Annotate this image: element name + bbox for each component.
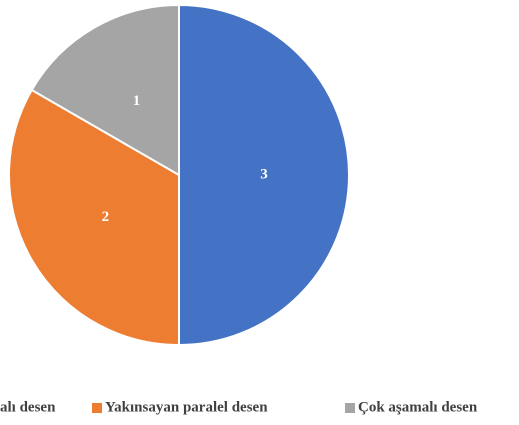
pie-slice <box>8 88 180 347</box>
pie-slice <box>30 3 180 177</box>
legend-label: alı desen <box>0 399 56 415</box>
data-label: 2 <box>102 209 110 225</box>
data-label: 1 <box>133 93 141 109</box>
data-label: 3 <box>260 166 268 182</box>
legend-label: Yakınsayan paralel desen <box>105 399 268 415</box>
pie-slice <box>178 3 350 347</box>
legend-swatch <box>345 403 355 413</box>
legend-label: Çok aşamalı desen <box>358 399 478 415</box>
legend-swatch <box>92 403 102 413</box>
